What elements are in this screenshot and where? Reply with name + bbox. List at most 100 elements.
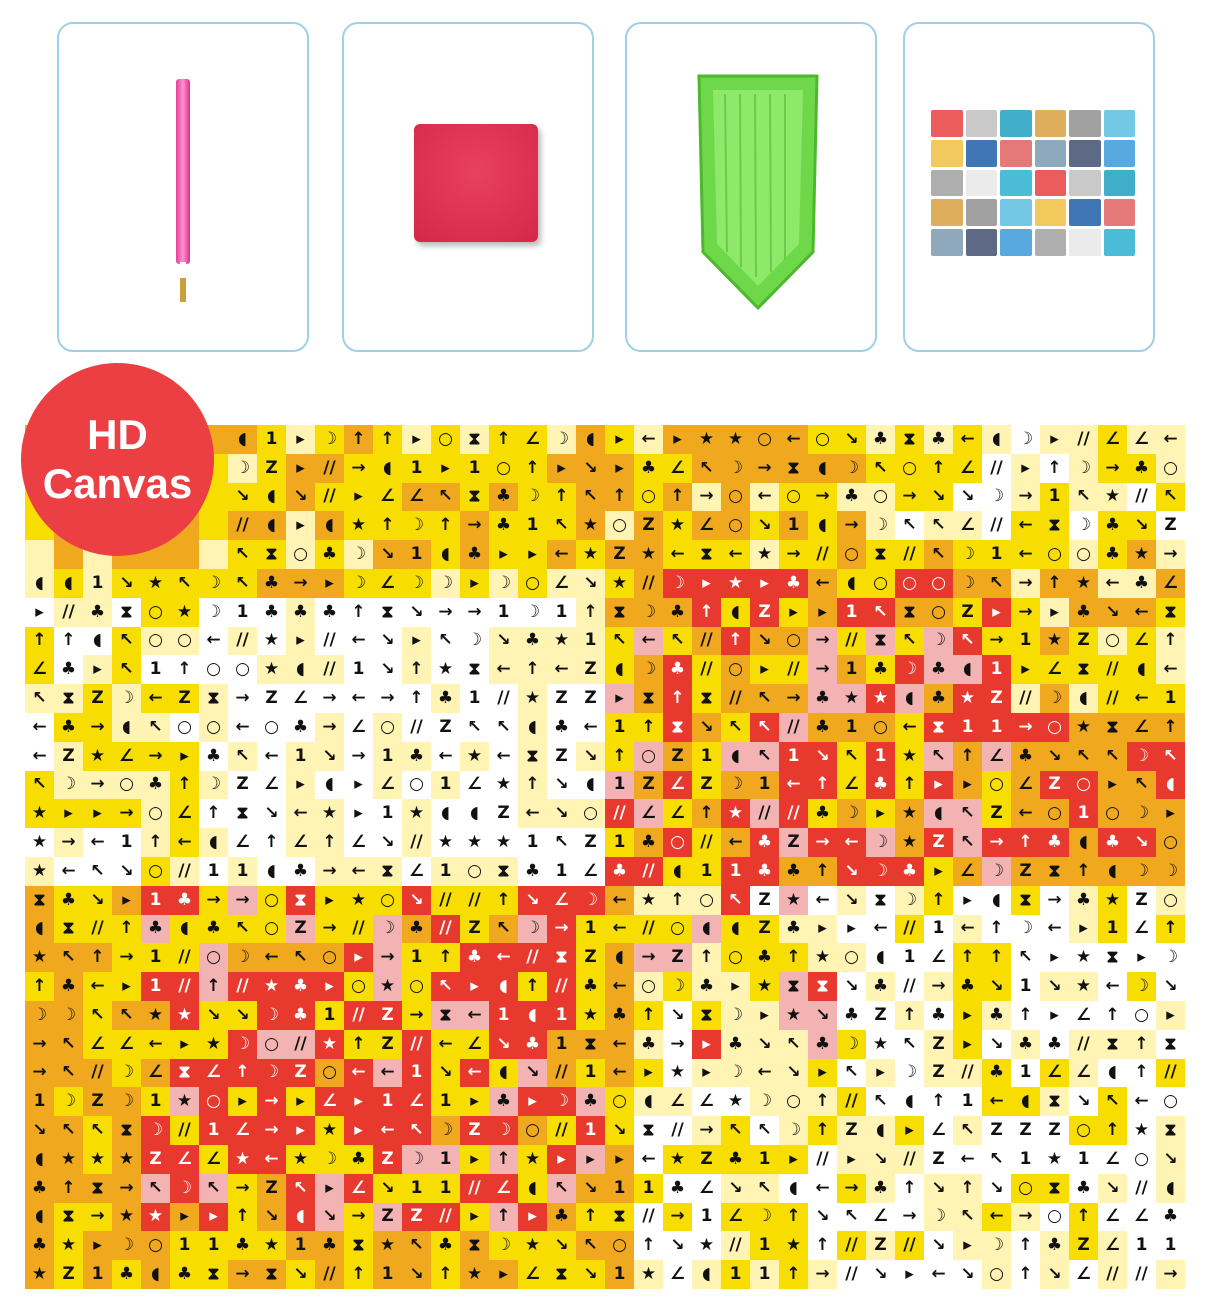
canvas-cell: ○: [605, 1087, 634, 1117]
canvas-cell: ⧗: [1040, 511, 1069, 541]
canvas-cell: //: [315, 1260, 344, 1289]
canvas-cell: ★: [344, 511, 373, 541]
canvas-cell: ▸: [750, 655, 779, 685]
canvas-cell: ◖: [489, 972, 518, 1001]
canvas-cell: //: [634, 914, 663, 944]
canvas-cell: ⧗: [460, 482, 489, 512]
canvas-cell: ⧗: [460, 655, 489, 685]
canvas-cell: 1: [576, 1058, 605, 1088]
canvas-cell: ☽: [924, 626, 953, 656]
canvas-cell: ↖: [953, 1116, 982, 1145]
canvas-cell: ♣: [982, 1000, 1011, 1030]
canvas-cell: Z: [286, 1058, 315, 1088]
canvas-cell: ↖: [837, 1058, 866, 1088]
canvas-cell: ↑: [431, 943, 460, 973]
canvas-cell: //: [228, 626, 257, 656]
canvas-cell: //: [460, 1173, 489, 1203]
canvas-cell: ⧗: [344, 1231, 373, 1261]
canvas-cell: ▸: [924, 770, 953, 800]
canvas-cell: ↘: [199, 1000, 228, 1030]
canvas-cell: ♣: [25, 1173, 54, 1203]
canvas-cell: 1: [721, 1260, 750, 1289]
glue-clay-icon: [414, 124, 538, 242]
canvas-cell: ☽: [721, 1058, 750, 1088]
canvas-cell: →: [547, 914, 576, 944]
canvas-cell: ◖: [982, 425, 1011, 454]
canvas-cell: ↑: [141, 828, 170, 857]
canvas-cell: ♣: [808, 799, 837, 829]
canvas-cell: Z: [982, 1116, 1011, 1145]
canvas-cell: 1: [924, 914, 953, 944]
tray-card: [625, 22, 877, 352]
canvas-cell: →: [431, 597, 460, 627]
canvas-cell: ★: [1098, 885, 1127, 915]
canvas-cell: ↖: [1098, 1087, 1127, 1117]
canvas-cell: ★: [808, 943, 837, 973]
canvas-cell: ☽: [460, 626, 489, 656]
canvas-cell: ↑: [1156, 712, 1185, 742]
canvas-cell: Z: [257, 453, 286, 483]
canvas-cell: ○: [866, 712, 895, 742]
canvas-cell: ⧗: [779, 972, 808, 1001]
canvas-cell: ★: [170, 1000, 199, 1030]
canvas-cell: ★: [25, 856, 54, 886]
canvas-cell: ★: [54, 1144, 83, 1174]
canvas-cell: ↑: [634, 1231, 663, 1261]
canvas-cell: //: [895, 1144, 924, 1174]
canvas-cell: ◖: [315, 770, 344, 800]
canvas-cell: ∠: [692, 1087, 721, 1117]
canvas-cell: ∠: [953, 511, 982, 541]
canvas-cell: ∠: [634, 799, 663, 829]
canvas-cell: ★: [257, 1231, 286, 1261]
drill-tray-icon: [697, 74, 819, 311]
canvas-cell: //: [1098, 1260, 1127, 1289]
canvas-cell: →: [1040, 885, 1069, 915]
bead-bag: [931, 139, 963, 167]
canvas-cell: →: [692, 482, 721, 512]
canvas-cell: ★: [779, 885, 808, 915]
canvas-cell: ∠: [1040, 655, 1069, 685]
canvas-cell: ◖: [170, 914, 199, 944]
canvas-cell: Z: [663, 943, 692, 973]
canvas-cell: ★: [199, 1029, 228, 1059]
canvas-cell: ○: [199, 655, 228, 685]
canvas-cell: ←: [257, 943, 286, 973]
canvas-cell: →: [112, 1173, 141, 1203]
canvas-cell: ♣: [576, 1087, 605, 1117]
canvas-cell: ♣: [315, 540, 344, 569]
canvas-cell: ↖: [953, 1202, 982, 1232]
canvas-cell: ↖: [547, 511, 576, 541]
canvas-cell: →: [315, 684, 344, 713]
canvas-cell: Z: [692, 1144, 721, 1174]
canvas-cell: ★: [576, 511, 605, 541]
canvas-cell: ☽: [837, 453, 866, 483]
canvas-cell: ★: [257, 655, 286, 685]
canvas-cell: ↘: [837, 972, 866, 1001]
canvas-cell: ↑: [1011, 828, 1040, 857]
canvas-cell: ♣: [286, 1000, 315, 1030]
canvas-cell: ⧗: [692, 684, 721, 713]
canvas-cell: →: [373, 943, 402, 973]
canvas-cell: ○: [1156, 1087, 1185, 1117]
canvas-cell: ←: [634, 626, 663, 656]
canvas-cell: Z: [576, 655, 605, 685]
canvas-cell: ▸: [837, 914, 866, 944]
canvas-cell: ∠: [141, 1058, 170, 1088]
canvas-cell: ☽: [518, 914, 547, 944]
canvas-cell: ↑: [431, 511, 460, 541]
canvas-cell: 1: [460, 453, 489, 483]
canvas-cell: ←: [721, 828, 750, 857]
canvas-cell: ∠: [170, 1144, 199, 1174]
canvas-cell: ▸: [460, 568, 489, 598]
canvas-cell: ♣: [1156, 1202, 1185, 1232]
canvas-cell: ☽: [112, 684, 141, 713]
canvas-cell: ↑: [170, 655, 199, 685]
canvas-cell: 1: [750, 1260, 779, 1289]
canvas-cell: ↖: [141, 1173, 170, 1203]
canvas-cell: ↖: [1098, 741, 1127, 771]
canvas-cell: ↑: [576, 1202, 605, 1232]
canvas-cell: ←: [25, 741, 54, 771]
canvas-cell: ↘: [953, 1260, 982, 1289]
canvas-cell: ◖: [489, 1058, 518, 1088]
canvas-cell: ↘: [779, 1058, 808, 1088]
